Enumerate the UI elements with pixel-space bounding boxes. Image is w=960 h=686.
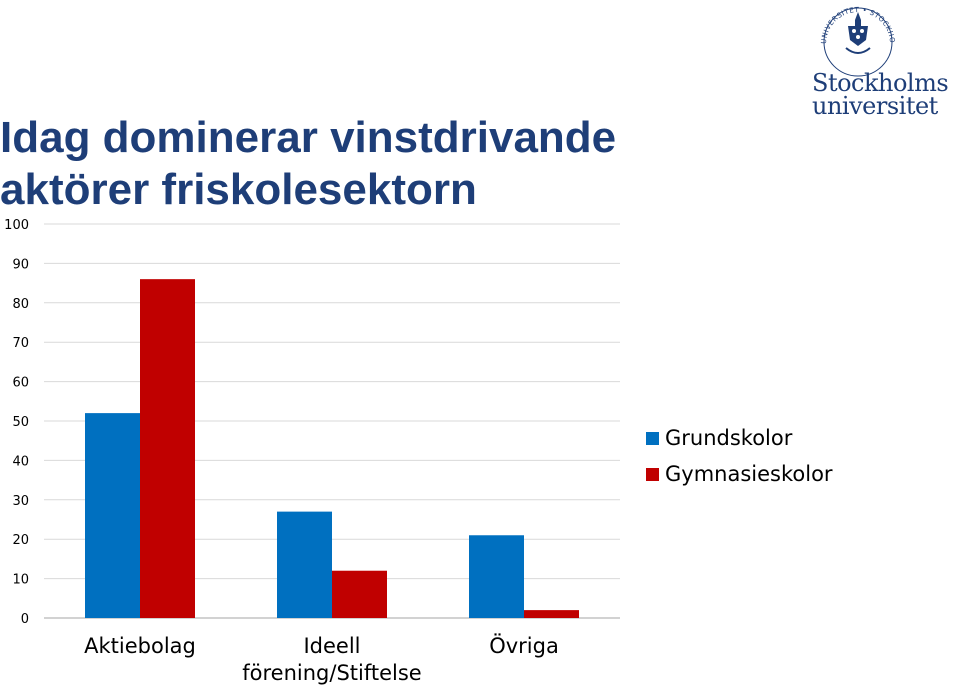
slide-title: Idag dominerar vinstdrivande aktörer fri… — [0, 112, 720, 216]
bar-grundskolor-1 — [277, 511, 332, 618]
y-tick-label: 40 — [12, 454, 29, 469]
legend-item-gymnasieskolor: Gymnasieskolor — [646, 456, 833, 492]
x-tick-label: Övriga — [489, 633, 559, 658]
bars — [85, 279, 579, 618]
y-tick-label: 100 — [4, 218, 29, 233]
legend-label-grundskolor: Grundskolor — [665, 426, 793, 450]
x-axis-labels: Aktiebolag Ideell förening/Stiftelse Övriga — [84, 633, 559, 685]
wordmark-line-2: universitet — [812, 92, 938, 120]
y-tick-label: 90 — [12, 257, 29, 272]
y-tick-label: 0 — [21, 612, 29, 627]
legend-swatch-grundskolor — [646, 431, 659, 445]
bar-gymnasieskolor-1 — [332, 570, 387, 618]
legend-label-gymnasieskolor: Gymnasieskolor — [665, 462, 833, 486]
university-seal-logo: UNIVERSITET • STOCKHOLMS — [808, 4, 896, 77]
title-line-2: aktörer friskolesektorn — [0, 165, 477, 214]
y-tick-label: 70 — [12, 336, 29, 351]
y-tick-label: 20 — [12, 533, 29, 548]
legend-item-grundskolor: Grundskolor — [646, 420, 833, 456]
chart-legend: Grundskolor Gymnasieskolor — [646, 420, 833, 492]
x-tick-label: Aktiebolag — [84, 634, 196, 658]
y-tick-label: 60 — [12, 376, 29, 391]
bar-gymnasieskolor-0 — [140, 279, 195, 618]
y-tick-label: 80 — [12, 297, 29, 312]
x-tick-label: Ideell förening/Stiftelse — [242, 634, 421, 685]
wordmark-line-1: Stockholms — [812, 69, 949, 97]
title-line-1: Idag dominerar vinstdrivande — [0, 113, 617, 162]
bar-grundskolor-0 — [85, 413, 140, 618]
y-axis-ticks: 0 10 20 30 40 50 60 70 80 90 100 — [4, 218, 29, 627]
y-tick-label: 50 — [12, 415, 29, 430]
bar-gymnasieskolor-2 — [524, 610, 579, 618]
y-tick-label: 10 — [12, 573, 29, 588]
university-wordmark: Stockholms universitet — [812, 69, 960, 120]
y-tick-label: 30 — [12, 494, 29, 509]
bar-grundskolor-2 — [469, 535, 524, 618]
legend-swatch-gymnasieskolor — [646, 467, 659, 481]
